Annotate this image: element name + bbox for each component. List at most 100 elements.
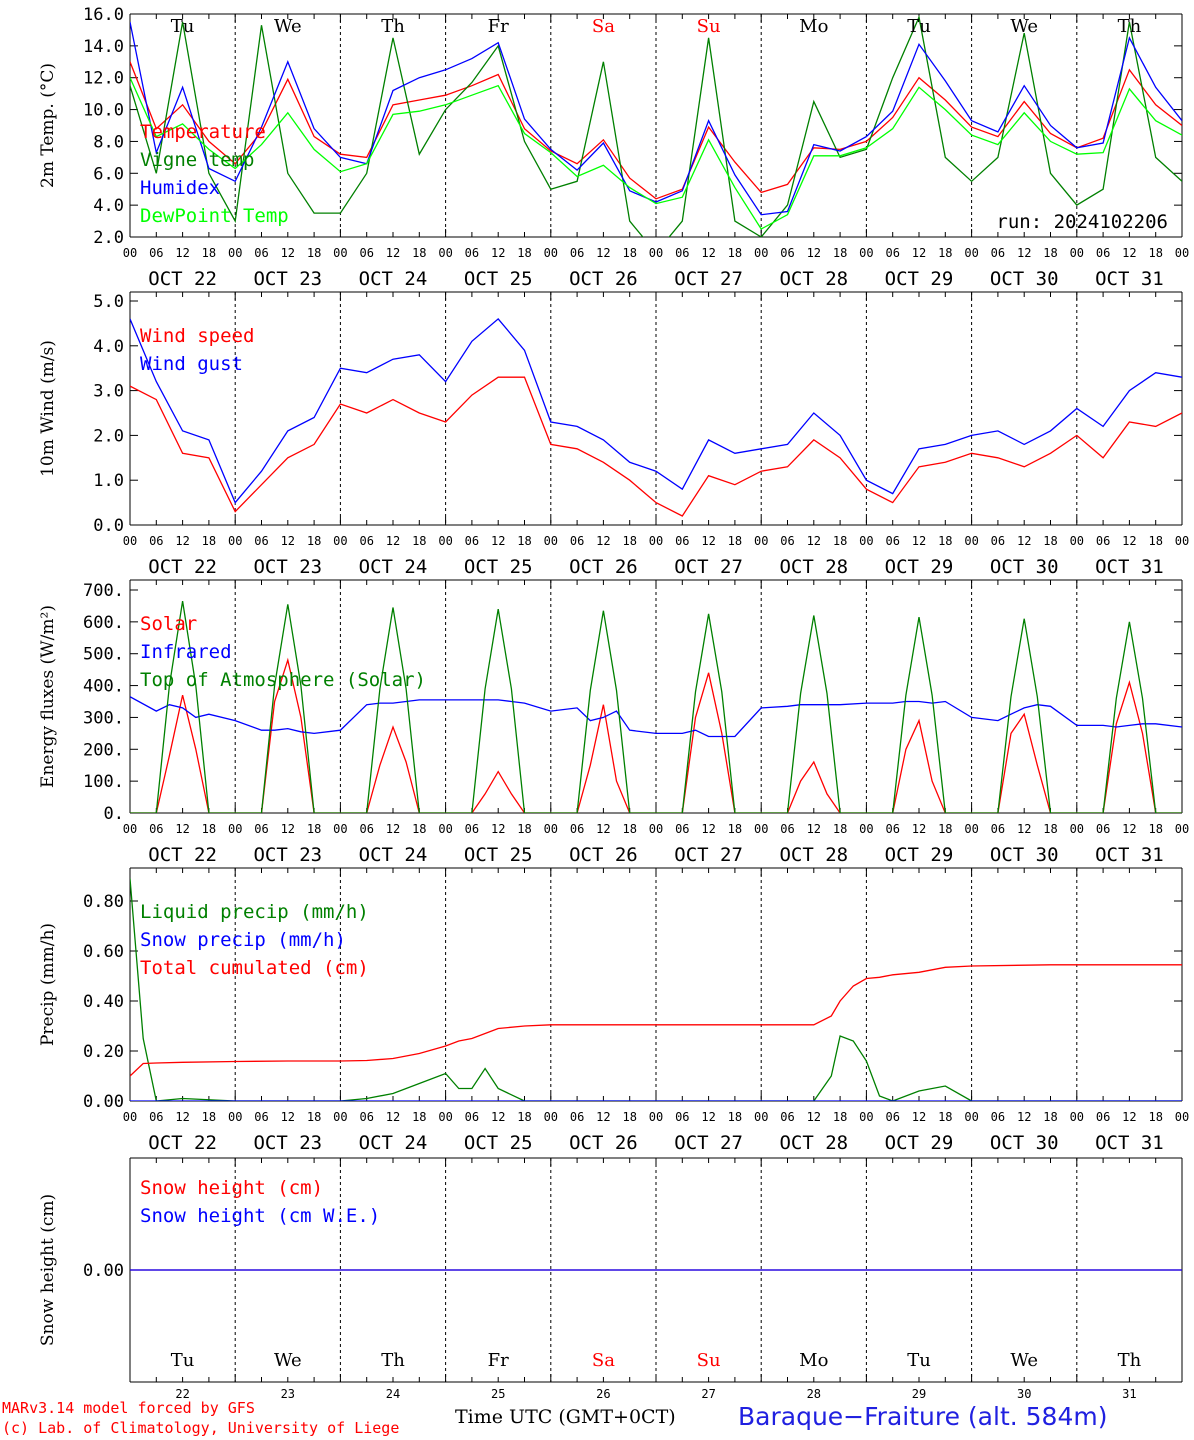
hour-tick-label: 18 — [833, 1110, 847, 1124]
hour-tick-label: 18 — [938, 534, 952, 548]
day-abbreviation: Su — [697, 16, 721, 37]
hour-tick-label: 12 — [596, 1110, 610, 1124]
y-tick-label: 0.0 — [93, 516, 124, 536]
day-abbreviation: Th — [1118, 16, 1142, 37]
hour-tick-label: 06 — [1096, 822, 1110, 836]
date-label: OCT 28 — [779, 844, 848, 866]
hour-tick-label: 12 — [175, 822, 189, 836]
day-abbreviation: Fr — [488, 16, 509, 37]
date-label: OCT 24 — [359, 268, 428, 290]
legend-entry: Wind speed — [140, 325, 254, 347]
y-tick-label: 0.80 — [83, 892, 124, 912]
day-abbreviation: Mo — [799, 16, 828, 37]
day-abbreviation: Fr — [488, 1350, 509, 1371]
hour-tick-label: 18 — [728, 1110, 742, 1124]
hour-tick-label: 06 — [991, 534, 1005, 548]
date-label: OCT 27 — [674, 556, 743, 578]
hour-tick-label: 18 — [517, 246, 531, 260]
hour-tick-label: 18 — [307, 1110, 321, 1124]
y-tick-label: 10.0 — [83, 101, 124, 121]
hour-tick-label: 12 — [596, 822, 610, 836]
day-abbreviation: Tu — [907, 16, 931, 37]
series-line-top-of-atmosphere-solar- — [130, 600, 1182, 813]
hour-tick-label: 06 — [991, 246, 1005, 260]
hour-tick-label: 12 — [1122, 822, 1136, 836]
y-tick-label: 0.40 — [83, 992, 124, 1012]
hour-tick-label: 00 — [859, 534, 873, 548]
legend-entry: Vigne temp — [140, 149, 254, 171]
hour-tick-label: 00 — [754, 246, 768, 260]
hour-tick-label: 06 — [149, 1110, 163, 1124]
hour-tick-label: 06 — [1096, 246, 1110, 260]
hour-tick-label: 12 — [701, 246, 715, 260]
hour-tick-label: 06 — [780, 246, 794, 260]
day-abbreviation: Sa — [592, 16, 615, 37]
hour-tick-label: 00 — [964, 246, 978, 260]
hour-tick-label: 00 — [649, 246, 663, 260]
hour-tick-label: 00 — [123, 246, 137, 260]
y-tick-label: 300. — [83, 708, 124, 728]
hour-tick-label: 06 — [991, 1110, 1005, 1124]
hour-tick-label: 00 — [964, 1110, 978, 1124]
hour-tick-label: 00 — [438, 1110, 452, 1124]
hour-tick-label: 06 — [465, 246, 479, 260]
date-label: OCT 25 — [464, 844, 533, 866]
hour-tick-label: 18 — [938, 822, 952, 836]
day-abbreviation: Su — [697, 1350, 721, 1371]
hour-tick-label: 18 — [202, 246, 216, 260]
date-label: OCT 23 — [253, 268, 322, 290]
hour-tick-label: 06 — [465, 822, 479, 836]
day-number: 30 — [1017, 1387, 1031, 1401]
legend-entry: Temperature — [140, 121, 266, 143]
day-abbreviation: We — [1010, 1350, 1038, 1371]
legend-entry: Snow height (cm) — [140, 1177, 323, 1199]
legend-entry: Snow precip (mm/h) — [140, 929, 346, 951]
legend-entry: Liquid precip (mm/h) — [140, 901, 369, 923]
day-number: 26 — [596, 1387, 610, 1401]
y-tick-label: 14.0 — [83, 37, 124, 57]
hour-tick-label: 18 — [412, 1110, 426, 1124]
hour-tick-label: 18 — [728, 534, 742, 548]
hour-tick-label: 06 — [780, 534, 794, 548]
y-tick-label: 200. — [83, 740, 124, 760]
day-number: 27 — [701, 1387, 715, 1401]
series-line-total-cumulated-cm- — [130, 964, 1182, 1077]
hour-tick-label: 18 — [833, 822, 847, 836]
legend-entry: DewPoint Temp — [140, 205, 289, 227]
date-label: OCT 26 — [569, 1132, 638, 1154]
hour-tick-label: 12 — [1122, 534, 1136, 548]
hour-tick-label: 06 — [1096, 534, 1110, 548]
hour-tick-label: 06 — [359, 534, 373, 548]
y-tick-label: 100. — [83, 772, 124, 792]
hour-tick-label: 12 — [491, 1110, 505, 1124]
y-tick-label: 8.0 — [93, 132, 124, 152]
hour-tick-label: 18 — [1043, 246, 1057, 260]
hour-tick-label: 18 — [1148, 822, 1162, 836]
hour-tick-label: 18 — [1043, 822, 1057, 836]
hour-tick-label: 18 — [1043, 1110, 1057, 1124]
hour-tick-label: 06 — [570, 822, 584, 836]
hour-tick-label: 12 — [912, 822, 926, 836]
hour-tick-label: 18 — [1043, 534, 1057, 548]
hour-tick-label: 00 — [1070, 1110, 1084, 1124]
hour-tick-label: 00 — [438, 534, 452, 548]
hour-tick-label: 06 — [359, 1110, 373, 1124]
hour-tick-label: 06 — [149, 822, 163, 836]
hour-tick-label: 12 — [1017, 822, 1031, 836]
date-label: OCT 22 — [148, 268, 217, 290]
hour-tick-label: 18 — [307, 246, 321, 260]
hour-tick-label: 18 — [202, 822, 216, 836]
hour-tick-label: 18 — [412, 534, 426, 548]
hour-tick-label: 00 — [859, 246, 873, 260]
y-tick-label: 3.0 — [93, 382, 124, 402]
hour-tick-label: 12 — [491, 822, 505, 836]
y-tick-label: 1.0 — [93, 471, 124, 491]
legend-entry: Humidex — [140, 177, 220, 199]
hour-tick-label: 00 — [859, 1110, 873, 1124]
y-tick-label: 6.0 — [93, 164, 124, 184]
hour-tick-label: 12 — [386, 1110, 400, 1124]
hour-tick-label: 00 — [649, 1110, 663, 1124]
day-number: 22 — [175, 1387, 189, 1401]
day-abbreviation: Tu — [907, 1350, 931, 1371]
date-label: OCT 23 — [253, 844, 322, 866]
